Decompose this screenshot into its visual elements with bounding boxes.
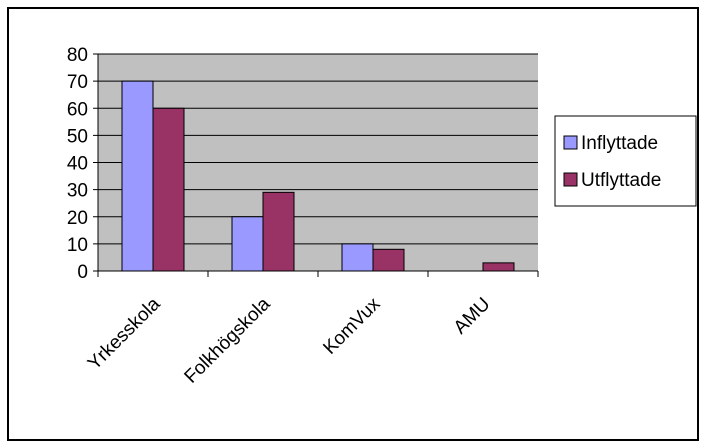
bar-utflyttade-folkhögskola [262,191,295,272]
y-tick-label: 10 [67,235,88,256]
y-tick-label: 40 [67,154,88,175]
bar-inflyttade-folkhögskola [231,216,264,272]
bar-utflyttade-komvux [372,248,405,272]
y-tick-label: 20 [67,208,88,229]
legend-label-utflyttade: Utflyttade [581,170,661,191]
bar-utflyttade-yrkesskola [152,107,185,272]
bar-inflyttade-yrkesskola [121,80,154,272]
legend: Inflyttade Utflyttade [554,115,697,207]
y-tick-label: 80 [67,45,88,66]
legend-swatch-utflyttade [563,172,578,187]
y-tick-label: 0 [77,262,88,283]
y-tick-labels: 0 10 20 30 40 50 60 70 80 [67,45,88,283]
axes [93,53,539,277]
bar-inflyttade-komvux [341,243,374,272]
legend-label-inflyttade: Inflyttade [581,133,658,154]
bars [121,80,515,272]
legend-box [554,115,697,207]
y-tick-label: 30 [67,181,88,202]
y-tick-label: 50 [67,126,88,147]
y-tick-label: 70 [67,72,88,93]
y-tick-label: 60 [67,99,88,120]
bar-utflyttade-amu [482,262,515,272]
legend-swatch-inflyttade [563,135,578,150]
